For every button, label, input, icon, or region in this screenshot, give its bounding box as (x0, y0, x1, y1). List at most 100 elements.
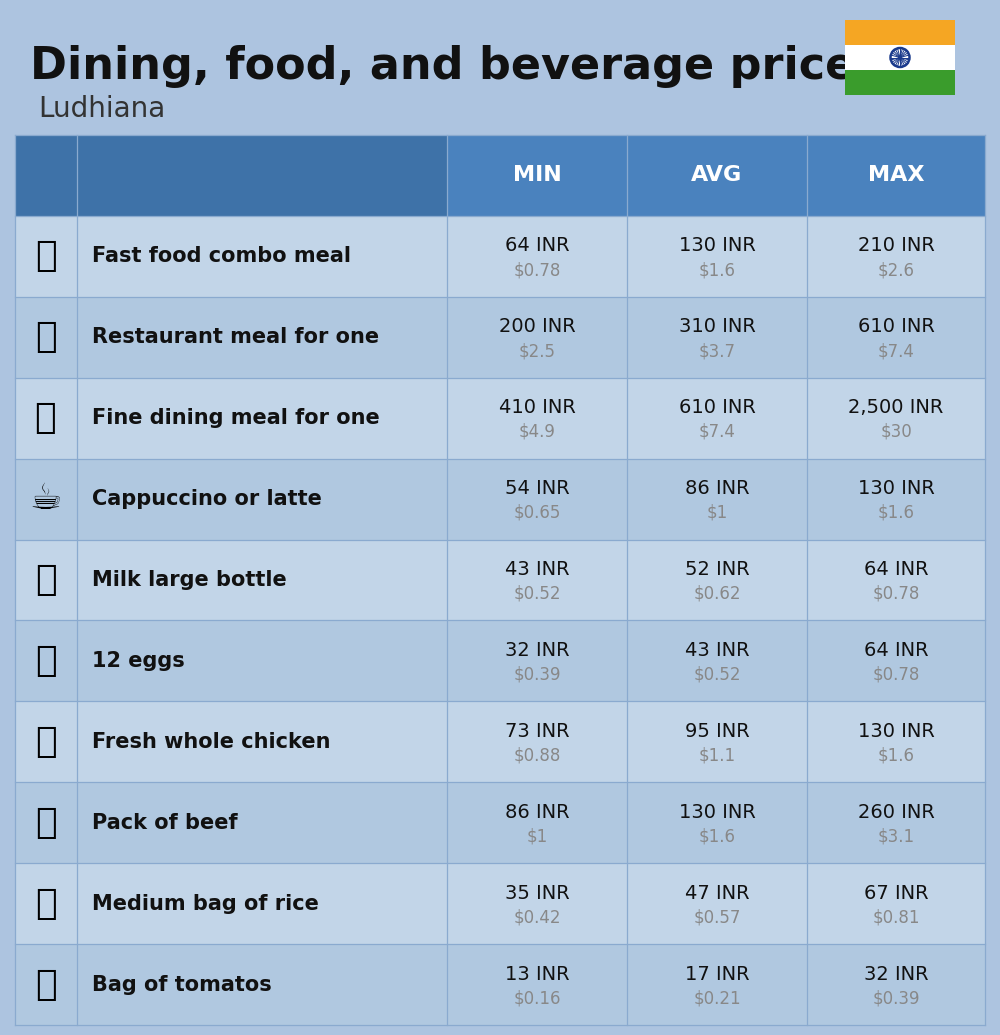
Text: $2.5: $2.5 (518, 342, 556, 360)
Bar (15, 378, 985, 459)
Text: $1.6: $1.6 (698, 261, 736, 279)
Text: 🥚: 🥚 (35, 644, 57, 678)
Text: $0.81: $0.81 (872, 909, 920, 926)
Text: $1.6: $1.6 (878, 504, 914, 522)
Text: 260 INR: 260 INR (858, 803, 934, 822)
Text: Milk large bottle: Milk large bottle (92, 570, 287, 590)
Text: 🍽️: 🍽️ (35, 402, 57, 435)
Text: Fast food combo meal: Fast food combo meal (92, 246, 351, 266)
Text: $7.4: $7.4 (699, 423, 735, 441)
Text: MIN: MIN (513, 166, 561, 185)
Text: 32 INR: 32 INR (505, 641, 569, 660)
Text: 🥩: 🥩 (35, 805, 57, 839)
Text: 130 INR: 130 INR (679, 236, 755, 256)
Text: $0.21: $0.21 (693, 989, 741, 1007)
Text: 410 INR: 410 INR (499, 398, 575, 417)
Circle shape (899, 56, 901, 59)
Text: $0.78: $0.78 (872, 666, 920, 684)
Text: $0.88: $0.88 (513, 746, 561, 765)
Bar (15, 135, 985, 216)
Text: 52 INR: 52 INR (685, 560, 749, 579)
Bar (845, 45, 955, 70)
Text: 610 INR: 610 INR (679, 398, 755, 417)
Text: 67 INR: 67 INR (864, 884, 928, 903)
Text: $0.65: $0.65 (513, 504, 561, 522)
Text: Medium bag of rice: Medium bag of rice (92, 893, 319, 914)
Text: 🍔: 🍔 (35, 239, 57, 273)
Text: 2,500 INR: 2,500 INR (848, 398, 944, 417)
Text: 43 INR: 43 INR (505, 560, 569, 579)
Text: $4.9: $4.9 (519, 423, 555, 441)
Text: $1.6: $1.6 (878, 746, 914, 765)
Text: $2.6: $2.6 (878, 261, 914, 279)
Text: $0.78: $0.78 (513, 261, 561, 279)
Text: 200 INR: 200 INR (499, 318, 575, 336)
Text: $3.7: $3.7 (698, 342, 736, 360)
Text: $3.1: $3.1 (877, 827, 915, 846)
Text: $0.78: $0.78 (872, 585, 920, 602)
Text: Restaurant meal for one: Restaurant meal for one (92, 327, 379, 348)
Bar (15, 539, 985, 620)
Text: 64 INR: 64 INR (864, 560, 928, 579)
Text: 17 INR: 17 INR (685, 965, 749, 983)
Text: $0.16: $0.16 (513, 989, 561, 1007)
Text: $0.52: $0.52 (513, 585, 561, 602)
Text: $0.62: $0.62 (693, 585, 741, 602)
Text: $0.52: $0.52 (693, 666, 741, 684)
Text: $1: $1 (526, 827, 548, 846)
Text: 130 INR: 130 INR (858, 721, 934, 741)
Text: 13 INR: 13 INR (505, 965, 569, 983)
Text: 35 INR: 35 INR (505, 884, 569, 903)
Bar (15, 135, 447, 216)
Text: 310 INR: 310 INR (679, 318, 755, 336)
Bar (15, 620, 985, 702)
Text: $1.6: $1.6 (698, 827, 736, 846)
Text: 12 eggs: 12 eggs (92, 651, 185, 671)
Text: $0.39: $0.39 (513, 666, 561, 684)
Bar (15, 782, 985, 863)
Text: $0.39: $0.39 (872, 989, 920, 1007)
Text: $30: $30 (880, 423, 912, 441)
Text: $0.42: $0.42 (513, 909, 561, 926)
Text: 🥛: 🥛 (35, 563, 57, 597)
Text: 32 INR: 32 INR (864, 965, 928, 983)
Text: 54 INR: 54 INR (505, 479, 569, 498)
Text: Cappuccino or latte: Cappuccino or latte (92, 490, 322, 509)
Text: Fresh whole chicken: Fresh whole chicken (92, 732, 330, 751)
Bar (15, 944, 985, 1025)
Text: $1: $1 (706, 504, 728, 522)
Text: 🐔: 🐔 (35, 724, 57, 759)
Text: 130 INR: 130 INR (858, 479, 934, 498)
Bar (15, 216, 985, 297)
Text: Bag of tomatos: Bag of tomatos (92, 975, 272, 995)
Text: 86 INR: 86 INR (685, 479, 749, 498)
Text: $7.4: $7.4 (878, 342, 914, 360)
Bar (845, 70, 955, 95)
Text: Dining, food, and beverage prices: Dining, food, and beverage prices (30, 45, 882, 88)
Text: 🍅: 🍅 (35, 968, 57, 1002)
Text: 43 INR: 43 INR (685, 641, 749, 660)
Text: 210 INR: 210 INR (858, 236, 934, 256)
Text: 64 INR: 64 INR (505, 236, 569, 256)
Text: 🍚: 🍚 (35, 887, 57, 921)
Text: 73 INR: 73 INR (505, 721, 569, 741)
Text: 47 INR: 47 INR (685, 884, 749, 903)
Text: 86 INR: 86 INR (505, 803, 569, 822)
Text: Pack of beef: Pack of beef (92, 812, 238, 833)
Bar (15, 459, 985, 539)
Bar (15, 702, 985, 782)
Text: ☕: ☕ (30, 482, 62, 516)
Text: 64 INR: 64 INR (864, 641, 928, 660)
Text: AVG: AVG (691, 166, 743, 185)
Text: 95 INR: 95 INR (685, 721, 749, 741)
Text: Ludhiana: Ludhiana (38, 95, 165, 123)
Bar (15, 863, 985, 944)
Text: $0.57: $0.57 (693, 909, 741, 926)
Text: $1.1: $1.1 (698, 746, 736, 765)
Bar (845, 20, 955, 45)
Bar (15, 297, 985, 378)
Text: 🍳: 🍳 (35, 320, 57, 354)
Text: 610 INR: 610 INR (858, 318, 934, 336)
Text: Fine dining meal for one: Fine dining meal for one (92, 408, 380, 428)
Text: MAX: MAX (868, 166, 924, 185)
